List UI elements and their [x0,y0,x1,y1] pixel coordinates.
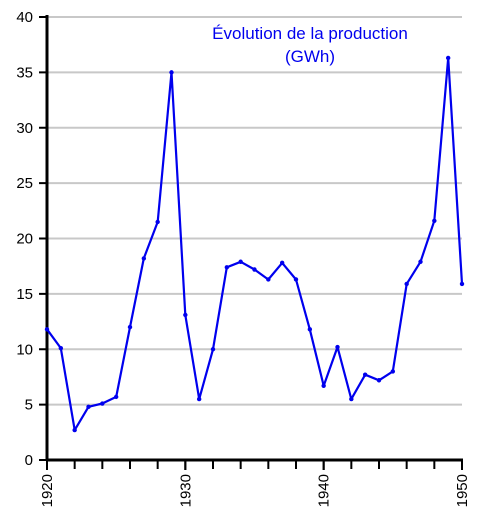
data-point-1925 [113,394,119,400]
data-point-1933 [224,265,230,270]
data-point-1948 [432,218,437,223]
data-point-1950 [459,281,465,287]
data-point-1941 [335,344,340,350]
y-tick-label-10: 10 [16,341,33,358]
data-point-1934 [238,259,243,264]
data-point-1943 [362,372,368,377]
data-point-1949 [445,55,451,61]
y-tick-label-25: 25 [16,175,33,192]
data-point-1923 [86,404,91,410]
x-tick-label-1920: 1920 [39,474,56,507]
data-point-1924 [100,401,105,406]
y-tick-label-35: 35 [16,64,33,81]
x-tick-label-1930: 1930 [177,474,194,507]
data-point-1930 [183,312,188,318]
y-tick-label-20: 20 [16,231,33,248]
data-point-1922 [72,427,77,433]
data-point-1927 [141,256,147,261]
data-point-1921 [58,345,64,351]
data-point-1946 [404,281,409,287]
y-tick-label-0: 0 [25,452,33,469]
y-tick-label-5: 5 [25,397,33,414]
data-point-1945 [390,369,396,374]
data-point-1937 [279,260,285,266]
data-point-1940 [321,383,326,388]
data-point-1928 [155,219,160,225]
data-point-1939 [307,327,313,332]
chart-title-text: Évolution de la production (GWh) [212,24,408,66]
data-point-1920 [44,327,50,332]
data-point-1932 [210,347,216,352]
y-tick-label-40: 40 [16,9,33,26]
series-line [46,56,464,432]
grid-lines [47,16,462,406]
data-point-1929 [169,70,174,75]
x-tick-label-1940: 1940 [316,474,333,507]
data-point-1926 [127,324,133,330]
y-tick-label-30: 30 [16,120,33,137]
data-point-1938 [293,277,299,282]
x-axis-ticks: 1920 1930 1940 1950 [39,460,471,507]
data-point-1944 [376,378,382,383]
y-axis-ticks: 0 5 10 15 20 25 30 35 40 [16,9,47,469]
chart-title: Évolution de la production (GWh) [190,22,430,68]
y-tick-label-15: 15 [16,286,33,303]
data-point-1936 [266,277,271,282]
data-point-1947 [418,259,423,264]
data-point-1942 [349,396,354,402]
data-point-1935 [252,267,257,272]
data-point-1931 [196,396,202,402]
x-tick-label-1950: 1950 [454,474,471,507]
series-production [44,55,465,433]
